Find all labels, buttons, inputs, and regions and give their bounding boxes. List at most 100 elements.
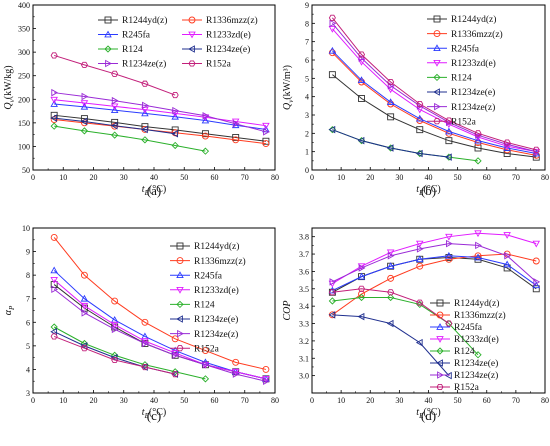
y-tick-label: 3.5 xyxy=(299,285,309,294)
data-point xyxy=(386,144,394,152)
marker-triangle-up xyxy=(433,44,441,52)
legend-entry: R1244yd(z) xyxy=(98,15,167,26)
data-point xyxy=(387,289,395,296)
data-point xyxy=(201,375,210,383)
data-point xyxy=(357,272,366,280)
marker-triangle-left xyxy=(176,315,183,323)
legend-entry: R1234ze(e) xyxy=(430,358,498,369)
data-point xyxy=(171,129,179,138)
data-point xyxy=(80,271,88,279)
legend-entry: R1234ze(e) xyxy=(170,314,238,325)
data-point xyxy=(141,361,149,369)
legend-entry: R245fa xyxy=(430,322,483,333)
marker-triangle-down xyxy=(436,336,444,343)
data-point xyxy=(50,266,58,274)
legend-entry: R1234ze(e) xyxy=(427,87,495,98)
marker-square xyxy=(433,15,441,23)
x-tick-label: 0 xyxy=(31,396,35,405)
series-R152a xyxy=(328,285,453,327)
data-point xyxy=(386,262,395,270)
x-tick-label: 20 xyxy=(366,173,374,182)
x-tick-label: 40 xyxy=(150,173,158,182)
series-line xyxy=(332,74,537,158)
data-point xyxy=(142,101,149,110)
y-tick-label: 3.4 xyxy=(299,302,309,311)
x-tick-label: 30 xyxy=(120,173,128,182)
marker-triangle-left xyxy=(436,359,443,367)
x-tick-label: 70 xyxy=(241,396,249,405)
x-axis-label: tE(°C) xyxy=(142,407,166,420)
data-point xyxy=(110,353,118,362)
data-point xyxy=(533,278,541,286)
data-point xyxy=(532,240,541,248)
y-tick-label: 8 xyxy=(305,19,309,28)
plot-frame xyxy=(32,227,276,394)
legend-entry: R1233zd(e) xyxy=(430,334,499,345)
data-point xyxy=(81,92,89,101)
data-point xyxy=(387,78,395,86)
data-point xyxy=(51,285,59,294)
series-line xyxy=(332,243,537,283)
data-point xyxy=(503,144,511,151)
series-R1234ze(z) xyxy=(329,239,541,286)
marker-diamond xyxy=(176,300,184,309)
data-point xyxy=(357,76,366,84)
data-point xyxy=(328,289,336,296)
data-point xyxy=(80,61,88,68)
data-point xyxy=(328,25,337,33)
data-point xyxy=(201,347,209,355)
data-point xyxy=(474,253,482,261)
y-tick-label: 3.1 xyxy=(299,354,309,363)
series-line xyxy=(332,129,479,162)
y-axis-label-main: Q xyxy=(3,102,14,110)
marker-triangle-right xyxy=(105,59,112,68)
y-tick-label: 3.7 xyxy=(299,250,309,259)
marker-triangle-right xyxy=(437,371,444,379)
data-point xyxy=(141,136,149,144)
y-tick-label: 100 xyxy=(18,142,30,151)
x-tick-label: 10 xyxy=(59,173,67,182)
y-axis-label-sub: v xyxy=(8,98,16,102)
marker-diamond xyxy=(433,73,441,82)
series-line xyxy=(54,117,176,135)
series-line xyxy=(332,232,537,285)
y-axis-label-sub: v xyxy=(287,99,295,103)
data-point xyxy=(357,136,365,145)
y-tick-label: 8 xyxy=(26,271,30,280)
x-tick-label: 70 xyxy=(241,173,249,182)
data-point xyxy=(50,96,58,104)
x-tick-label: 30 xyxy=(395,173,403,182)
series-line xyxy=(53,326,206,380)
data-point xyxy=(358,95,365,102)
marker-square xyxy=(436,299,444,307)
data-point xyxy=(80,102,89,110)
legend-label: R245fa xyxy=(451,43,480,54)
y-tick-label: 300 xyxy=(18,48,30,57)
marker-hexagon xyxy=(188,60,196,67)
data-point xyxy=(445,127,453,135)
y-axis-label-main: Q xyxy=(282,102,293,110)
legend-entry: R152a xyxy=(427,117,477,127)
legend-entry: R245fa xyxy=(427,43,480,54)
data-point xyxy=(232,136,240,144)
legend-entry: R124 xyxy=(170,301,215,311)
data-point xyxy=(141,109,149,117)
y-tick-label: 4 xyxy=(26,365,30,374)
chart-panel-d: 0 10 20 30 40 50 60 70 80 3.0 3.1 3.2 3.3 3.4 3.5 3.6 3.… xyxy=(282,227,549,423)
legend-label: R1244yd(z) xyxy=(454,298,499,309)
data-point xyxy=(110,121,118,130)
legend-entry: R1234ze(z) xyxy=(430,370,498,381)
x-tick-label: 70 xyxy=(512,173,520,182)
data-point xyxy=(357,51,366,58)
series-line xyxy=(54,114,266,142)
x-axis-label-sub: E xyxy=(144,189,150,197)
series-line xyxy=(54,103,266,130)
data-point xyxy=(171,368,179,376)
y-tick-label: 6 xyxy=(305,56,309,65)
series-line xyxy=(332,314,450,376)
y-tick-label: 3 xyxy=(26,389,30,398)
legend-entry: R124 xyxy=(430,347,475,357)
marker-hexagon xyxy=(176,345,184,352)
data-point xyxy=(111,323,119,331)
